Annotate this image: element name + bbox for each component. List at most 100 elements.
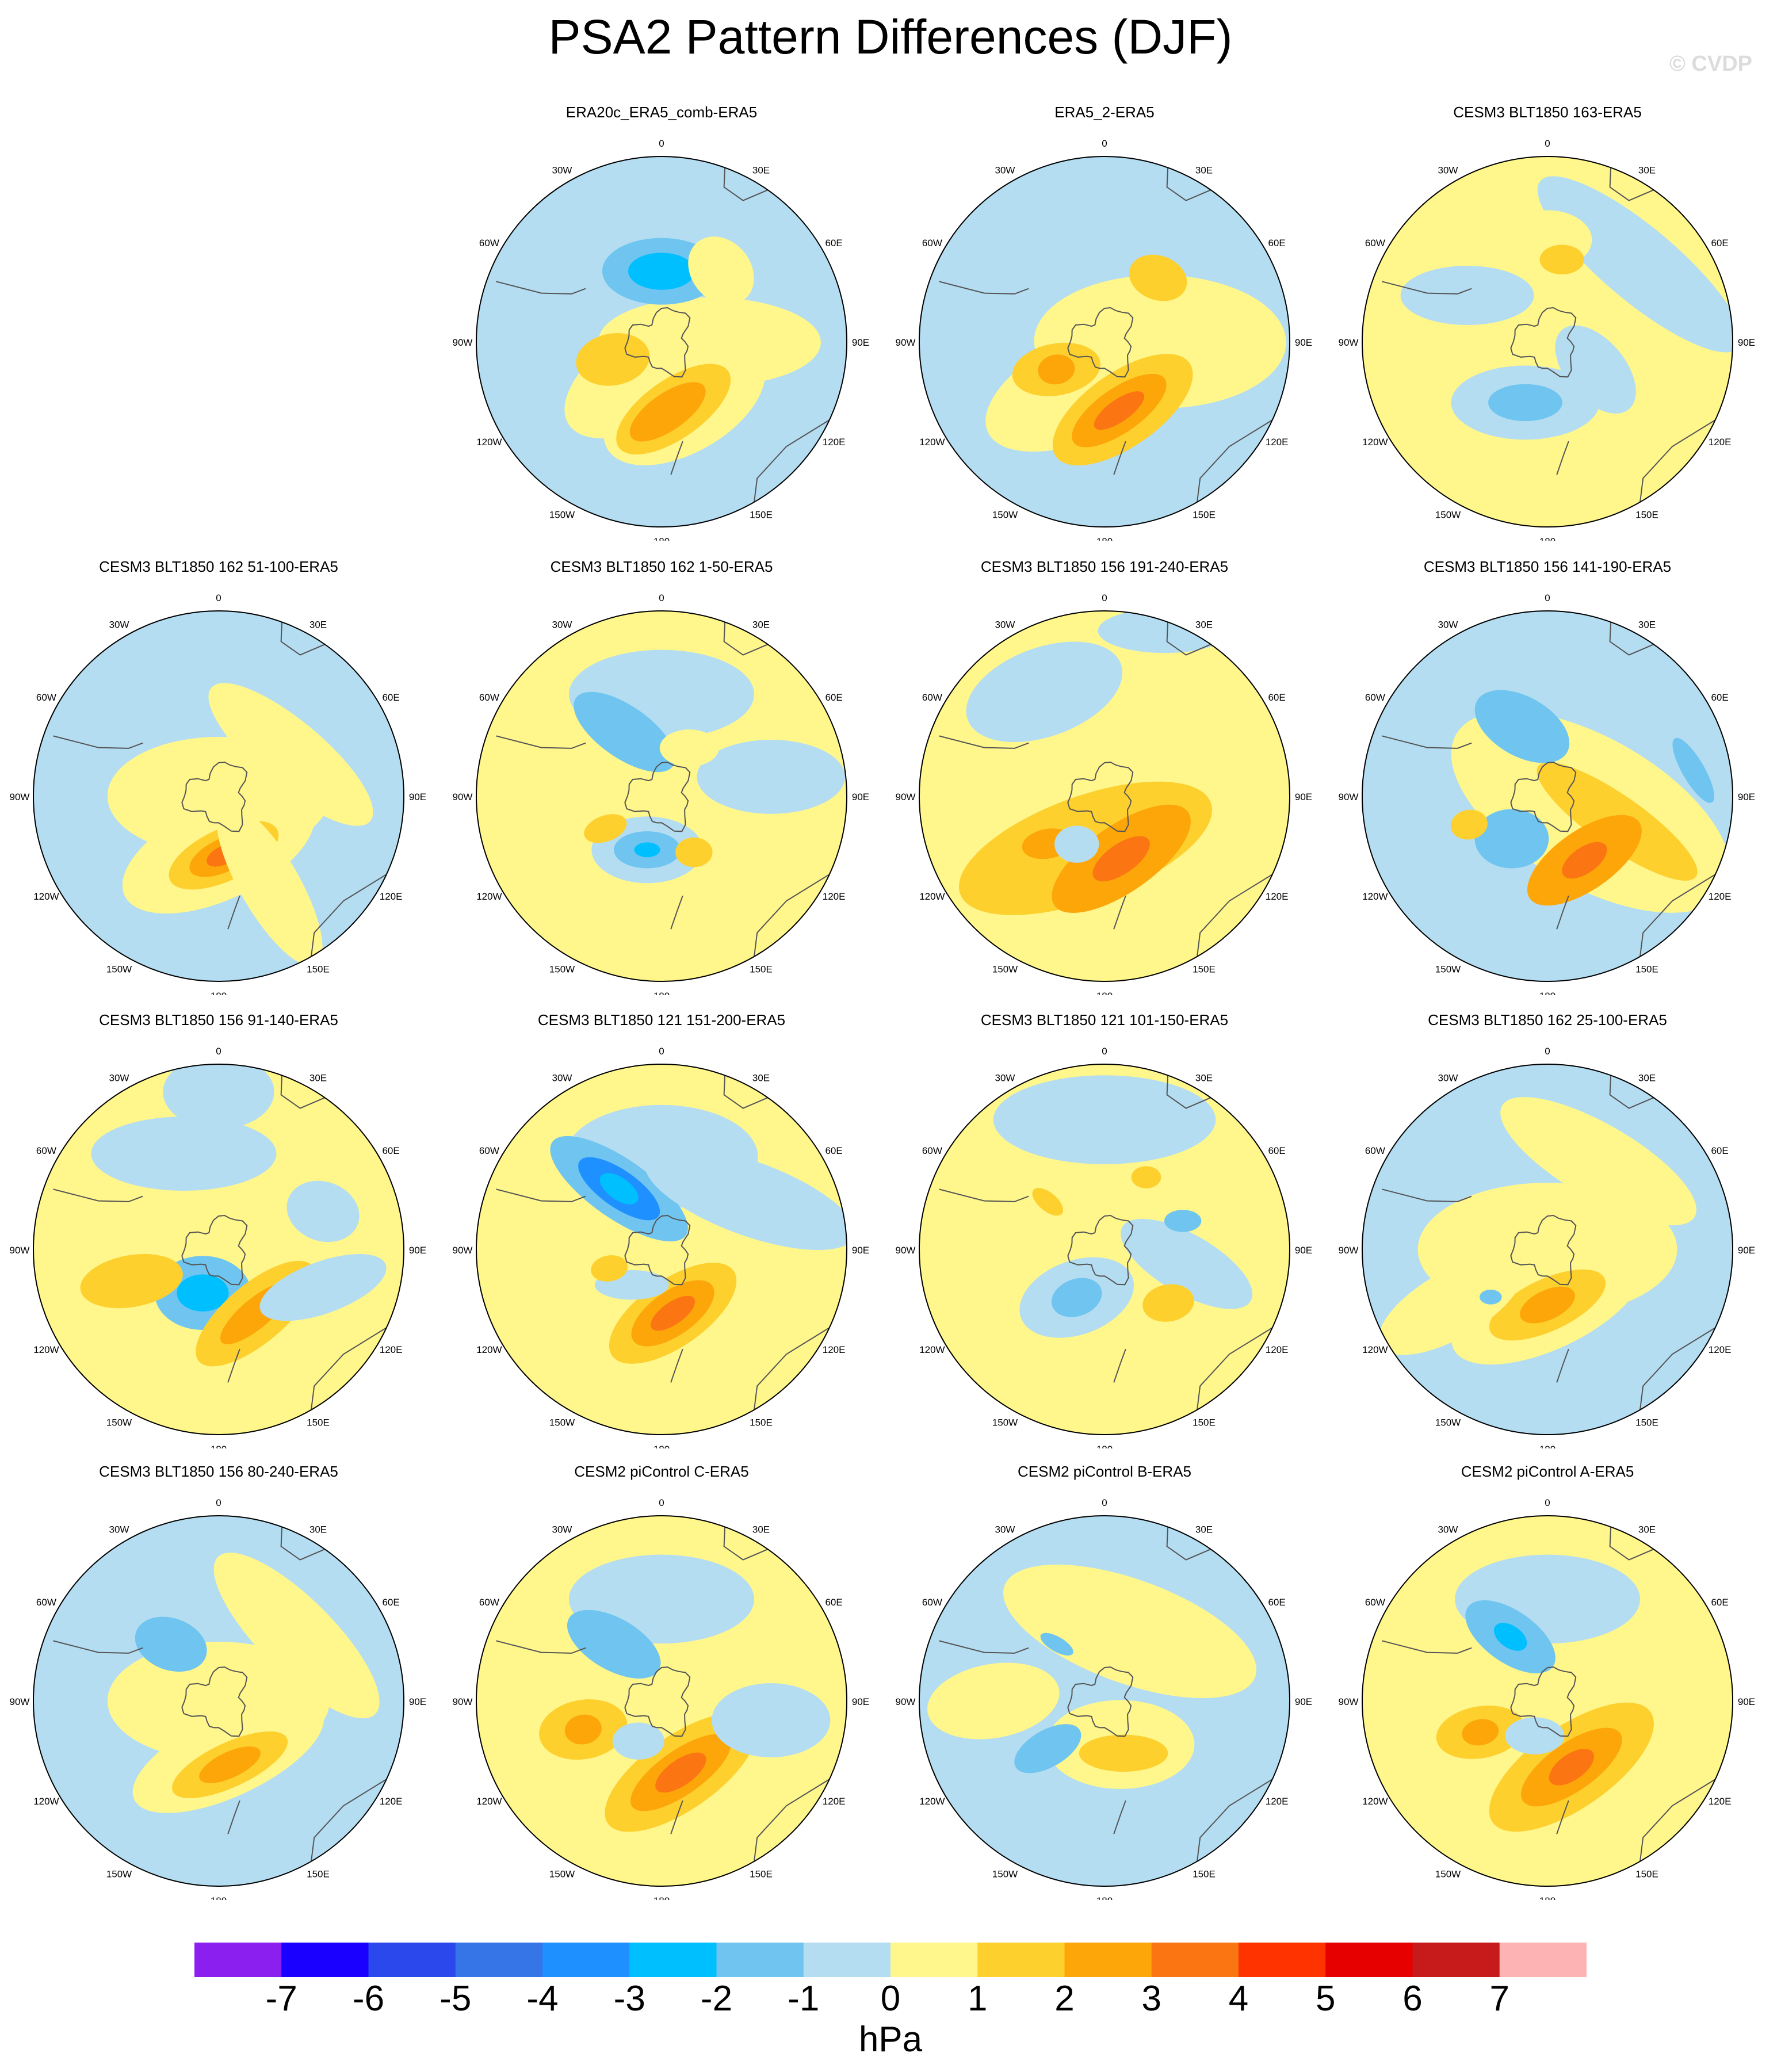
colorbar-tick-label: 5 [1316,1979,1336,2019]
australia-coastline [1197,874,1273,957]
polar-map: 0 30E 60E 90E 120E 150E 180 150W 120W 90W 60W 30W [896,138,1313,541]
africa-coastline [1609,1527,1654,1561]
colorbar-tick-label: 1 [968,1979,988,2019]
longitude-label: 30W [995,1524,1015,1535]
longitude-label: 150W [992,964,1018,975]
longitude-label: 120W [33,1796,59,1807]
longitude-label: 120W [476,437,502,448]
panel-title: CESM3 BLT1850 156 191-240-ERA5 [980,558,1229,575]
australia-coastline [754,1779,830,1862]
longitude-label: 150W [1435,964,1461,975]
longitude-label: 0 [659,138,664,149]
longitude-label: 150W [992,1417,1018,1428]
longitude-label: 30W [109,619,129,630]
contour-region [599,1173,639,1205]
map-border [1362,1064,1733,1435]
longitude-label: 60W [36,692,56,703]
antarctica-coastline [1067,1666,1134,1737]
longitude-label: 30W [1438,1072,1458,1083]
longitude-label: 150W [106,1417,132,1428]
longitude-label: 0 [216,1046,221,1057]
contour-region [1505,1717,1565,1754]
map-panel: CESM2 piControl B-ERA5 0 30E 60E 90E 120E 150E… [886,1463,1323,1900]
longitude-label: 30E [1638,1072,1656,1083]
new-zealand-coastline [227,895,240,930]
colorbar-box [368,1943,456,1977]
longitude-label: 150W [549,1417,575,1428]
map-border [1362,1515,1733,1887]
longitude-label: 60E [825,1145,842,1156]
longitude-label: 90W [1339,792,1359,802]
new-zealand-coastline [1556,441,1569,475]
contour-region [216,802,323,966]
south-america-coastline [496,1188,586,1202]
longitude-label: 120W [919,891,945,902]
longitude-label: 150W [549,510,575,521]
longitude-label: 120W [1362,891,1388,902]
longitude-label: 60W [1365,238,1385,249]
longitude-label: 150W [1435,510,1461,521]
antarctica-coastline [624,761,691,832]
longitude-label: 60W [479,1597,499,1608]
polar-map: 0 30E 60E 90E 120E 150E 180 150W 120W 90W 60W 30W [896,1497,1313,1900]
contour-region [628,253,695,290]
africa-coastline [1609,622,1654,656]
colorbar-box [1325,1943,1413,1977]
contour-region [1493,1623,1527,1651]
africa-coastline [723,622,769,656]
longitude-label: 90W [453,1245,473,1256]
contour-region [966,641,1123,743]
panel-title: CESM3 BLT1850 121 101-150-ERA5 [980,1011,1229,1029]
longitude-label: 60E [1268,1597,1285,1608]
longitude-label: 30W [995,1072,1015,1083]
contour-region [675,837,713,867]
longitude-label: 180 [1096,536,1113,541]
south-america-coastline [53,1188,143,1202]
contour-region [1537,176,1733,353]
longitude-label: 150E [1635,510,1658,521]
contour-region [574,691,675,773]
colorbar-tick-label: -3 [613,1979,645,2019]
panel-title: CESM3 BLT1850 156 141-190-ERA5 [1423,558,1672,575]
map-panel: CESM3 BLT1850 156 91-140-ERA5 0 30E 60E 90E 1… [0,1011,437,1448]
colorbar-box [1239,1943,1326,1977]
longitude-label: 30E [752,1524,770,1535]
australia-coastline [1639,1779,1716,1862]
map-border [919,1064,1290,1435]
polar-map: 0 30E 60E 90E 120E 150E 180 150W 120W 90W 60W 30W [10,1046,427,1448]
panel-title: CESM3 BLT1850 156 80-240-ERA5 [99,1463,338,1480]
australia-coastline [754,1327,830,1410]
south-america-coastline [53,1640,143,1654]
colorbar-tick-label: 4 [1228,1979,1249,2019]
colorbar-tick-label: 2 [1054,1979,1075,2019]
longitude-label: 120E [823,437,846,448]
colorbar-box [803,1943,891,1977]
new-zealand-coastline [227,1800,240,1834]
longitude-label: 0 [216,592,221,603]
africa-coastline [1609,167,1654,201]
contour-region [576,333,650,386]
longitude-label: 60W [1365,1145,1385,1156]
longitude-label: 120E [823,1344,846,1355]
longitude-label: 90E [1738,337,1755,348]
longitude-label: 60W [1365,692,1385,703]
longitude-label: 30E [1638,1524,1656,1535]
contour-region [993,1075,1216,1164]
australia-coastline [1639,419,1716,503]
contour-region [659,729,719,767]
contour-region [1040,1633,1073,1656]
longitude-label: 150E [1635,1417,1658,1428]
longitude-label: 150E [1193,1869,1216,1880]
contour-region [688,236,754,305]
longitude-label: 180 [1539,1444,1555,1448]
contour-region [177,1274,229,1312]
contour-region [564,1714,602,1745]
africa-coastline [723,167,769,201]
contour-region [1672,737,1714,803]
longitude-label: 150E [1193,964,1216,975]
contour-region [567,1610,661,1679]
longitude-label: 60E [1268,692,1285,703]
longitude-label: 150E [750,964,773,975]
contour-region [213,1553,380,1719]
antarctica-coastline [181,1214,248,1286]
